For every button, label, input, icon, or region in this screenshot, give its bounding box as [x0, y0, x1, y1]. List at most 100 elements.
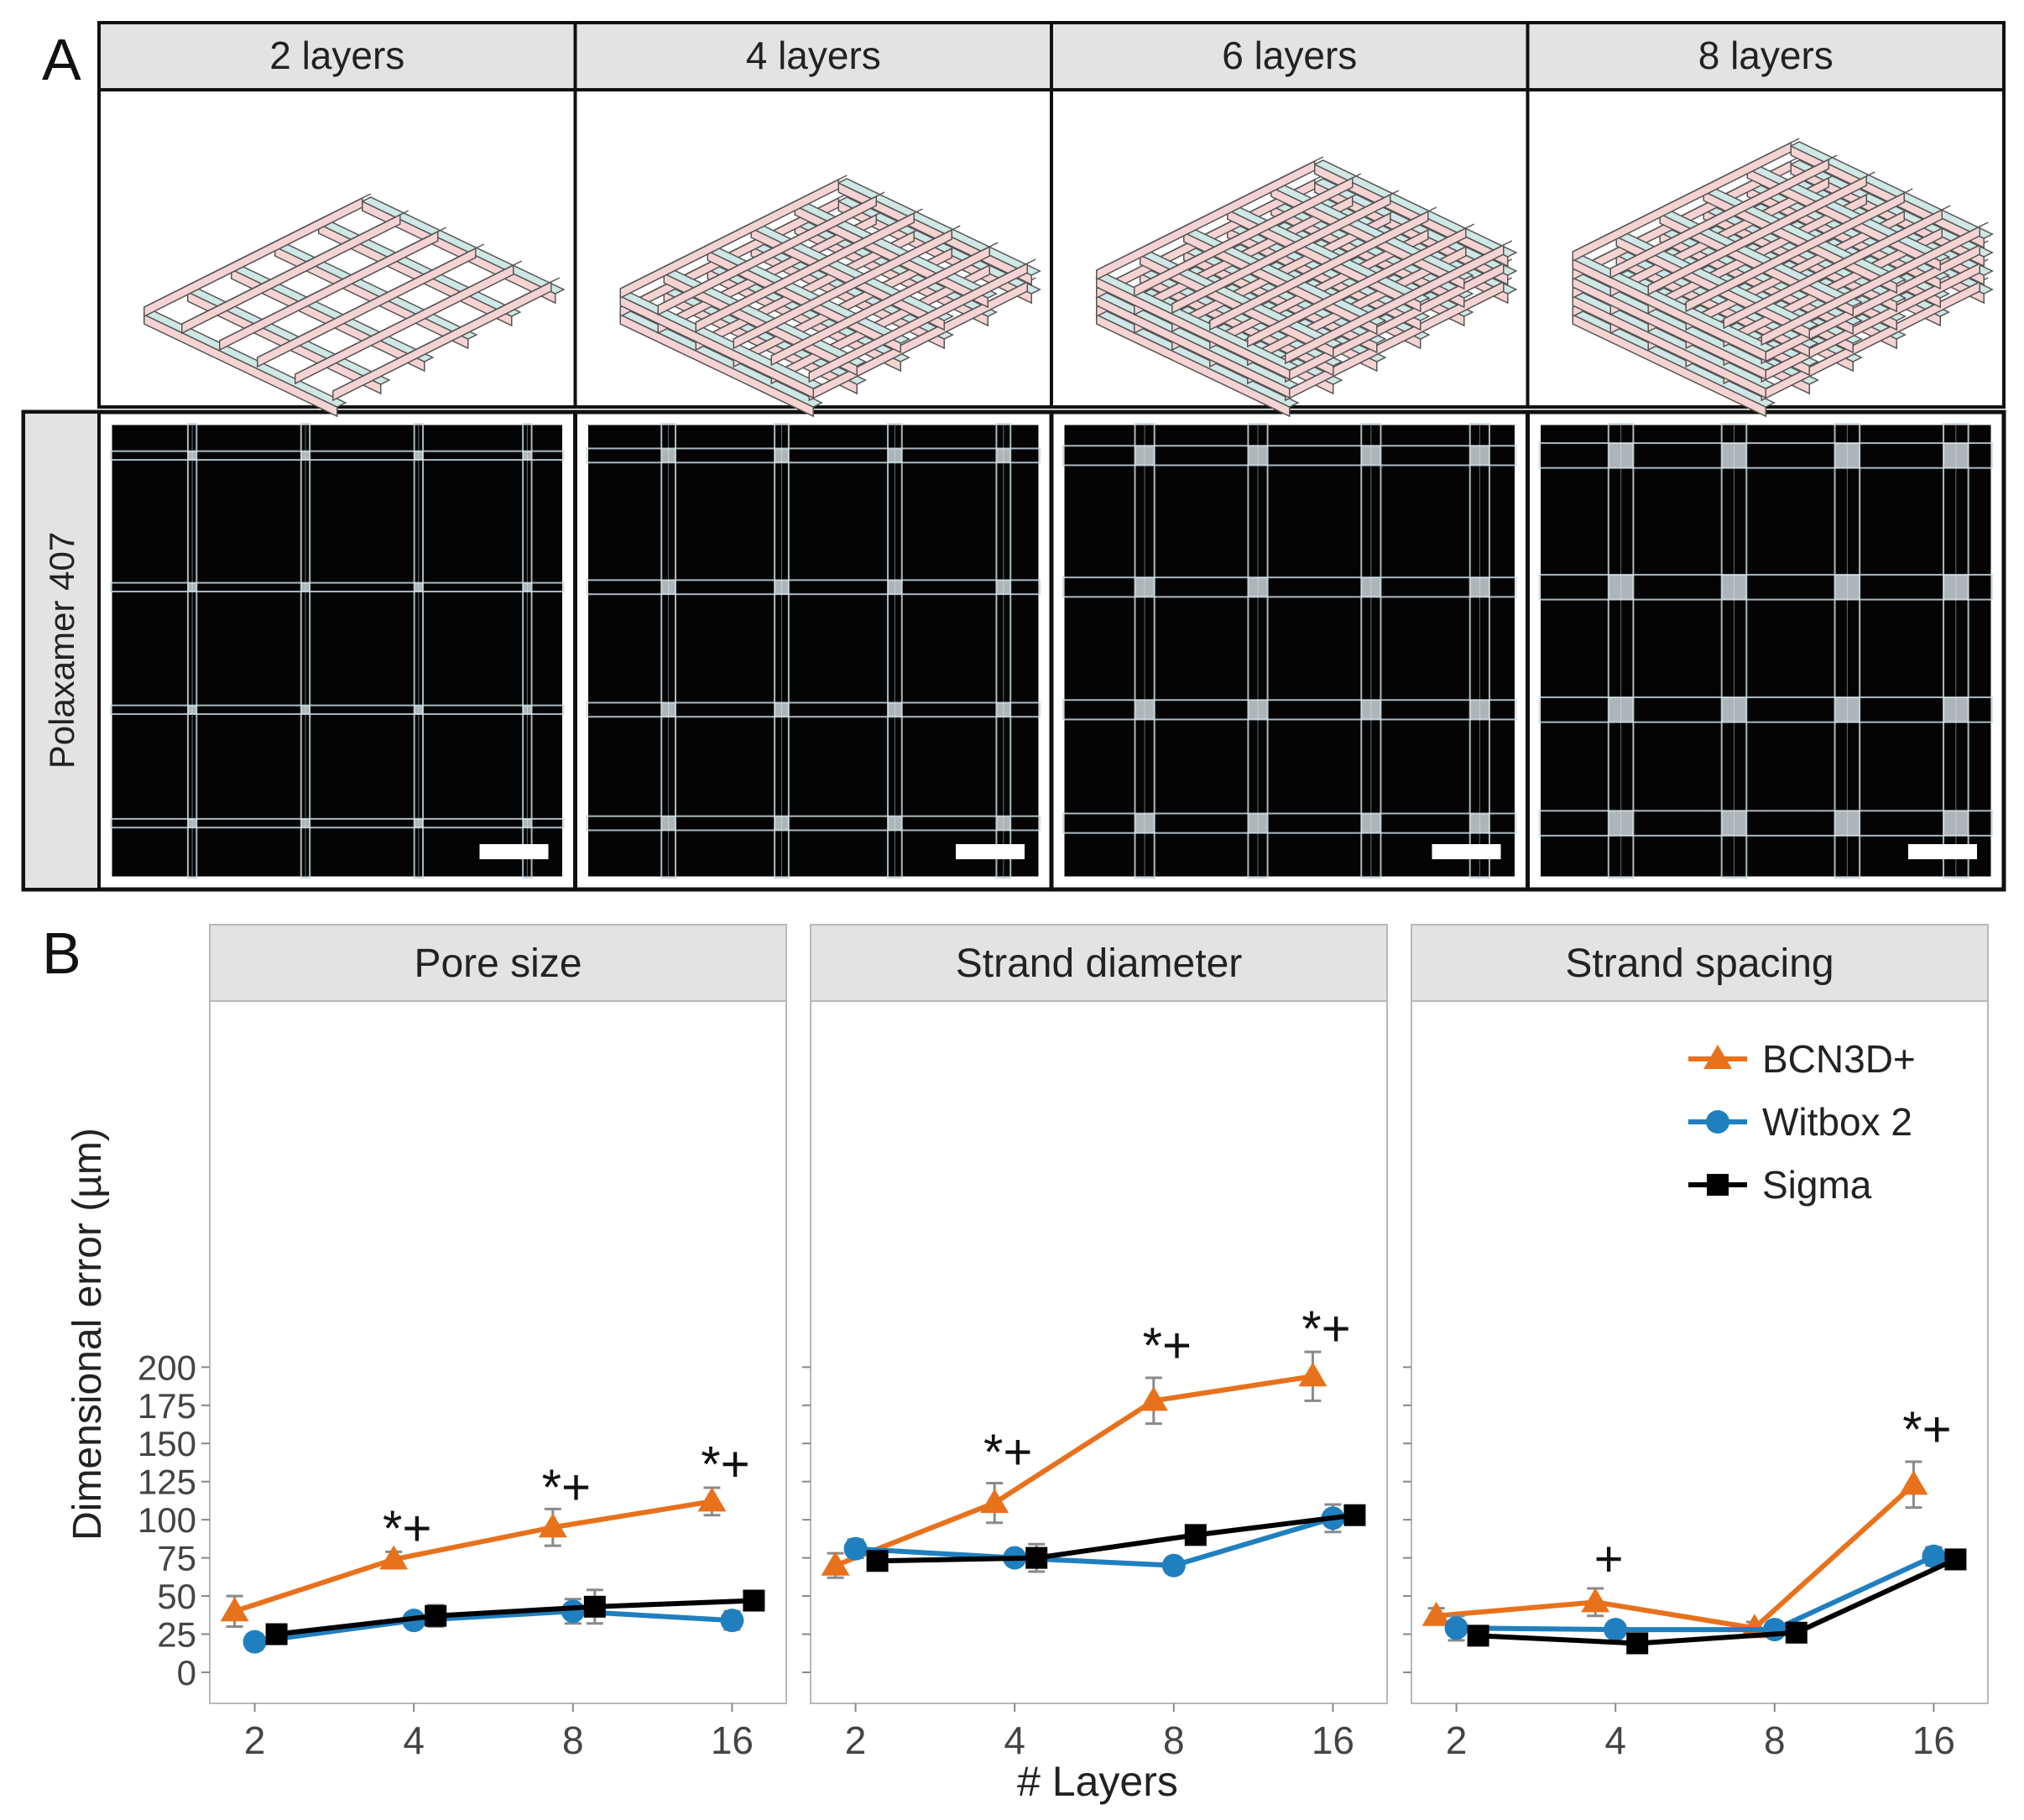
strand-top: [1209, 206, 1437, 321]
row-label: Polaxamer 407: [42, 532, 81, 769]
y-tick-label: 150: [138, 1424, 196, 1463]
data-point: [697, 1487, 727, 1512]
facet-strip: [1411, 924, 1989, 1002]
micrograph-junction: [1943, 697, 1969, 722]
data-point: [1762, 1618, 1787, 1642]
strand-top: [1723, 205, 1951, 320]
panel-a-columns: 2 layers 4 layers 6 layers 8 layers: [109, 23, 1994, 889]
strand-top: [181, 210, 409, 325]
micrograph-junction: [187, 705, 197, 715]
column-header-1: 2 layers: [269, 34, 404, 77]
strand-top: [695, 208, 923, 323]
x-tick-label: 4: [403, 1718, 425, 1762]
series-line: [254, 1609, 733, 1645]
significance-marker: *+: [983, 1424, 1032, 1480]
micrograph-strand: [1062, 576, 1517, 598]
micrograph-junction: [775, 580, 789, 595]
micrograph-junction: [1608, 811, 1634, 836]
data-point: [379, 1545, 409, 1570]
micrograph-junction: [1721, 574, 1747, 600]
micrograph-junction: [1361, 813, 1381, 833]
scaffold-schematic: [618, 175, 1041, 418]
data-point: [561, 1599, 585, 1624]
micrograph-junction: [187, 451, 197, 461]
micrograph-strand: [1062, 445, 1517, 467]
micrograph-junction: [1469, 446, 1489, 466]
strand-top: [1285, 240, 1513, 355]
micrograph-junction: [661, 580, 676, 595]
data-point: [1298, 1362, 1328, 1387]
series-line: [1478, 1557, 1957, 1646]
series-witbox-2: [243, 1598, 744, 1654]
micrograph-junction: [996, 702, 1011, 717]
micrograph-strand: [586, 701, 1041, 718]
micrograph-background: [586, 422, 1041, 879]
significance-marker: *+: [542, 1459, 591, 1515]
micrograph-junction: [1943, 574, 1969, 600]
data-point: [1467, 1624, 1489, 1647]
facet-title: Pore size: [414, 941, 582, 986]
micrograph-junction: [1135, 700, 1155, 720]
micrograph-junction: [1469, 577, 1489, 597]
micrograph-junction: [1248, 700, 1268, 720]
micrograph-junction: [1608, 443, 1634, 468]
data-point: [980, 1489, 1009, 1514]
y-tick-label: 25: [157, 1615, 196, 1655]
data-point: [425, 1604, 447, 1627]
data-point: [1444, 1616, 1468, 1640]
strand-top: [1134, 173, 1362, 288]
x-tick-label: 16: [1312, 1718, 1354, 1762]
micrograph-junction: [1135, 813, 1155, 833]
micrograph-junction: [1469, 813, 1489, 833]
strand-top: [1096, 156, 1324, 271]
micrograph-junction: [1135, 446, 1155, 466]
micrograph-junction: [1248, 577, 1268, 597]
facet-title: Strand diameter: [956, 941, 1243, 986]
scaffold-schematic: [1095, 156, 1518, 418]
data-point: [1626, 1632, 1649, 1655]
data-point: [1922, 1544, 1946, 1568]
micrograph-junction: [1135, 577, 1155, 597]
micrograph-junction: [414, 705, 424, 715]
micrograph-junction: [775, 702, 789, 717]
micrograph-junction: [996, 448, 1011, 463]
x-tick-label: 2: [244, 1718, 266, 1762]
micrograph-strand: [1538, 573, 1993, 601]
legend-key-marker: [1703, 1045, 1732, 1069]
data-point: [1161, 1553, 1186, 1578]
micrograph-junction: [1469, 700, 1489, 720]
micrograph-junction: [887, 580, 902, 595]
micrograph-junction: [1608, 697, 1634, 722]
x-tick-label: 8: [1764, 1718, 1786, 1762]
micrograph-junction: [300, 582, 310, 592]
micrograph-strand: [1062, 812, 1517, 834]
series-line: [834, 1374, 1313, 1568]
series-line: [233, 1499, 712, 1614]
data-point: [720, 1609, 744, 1633]
micrograph-junction: [1608, 574, 1634, 600]
micrograph-strand: [1538, 810, 1993, 837]
micrograph-junction: [887, 448, 902, 463]
strand-top: [1247, 223, 1475, 338]
x-tick-label: 4: [1604, 1718, 1626, 1762]
data-point: [243, 1630, 267, 1654]
strand-top: [219, 227, 447, 342]
significance-marker: *+: [1302, 1301, 1350, 1357]
data-point: [220, 1597, 249, 1622]
panel-a: A Polaxamer 407 2 layers 4 layers 6 layers…: [21, 21, 2006, 892]
x-tick-label: 2: [845, 1718, 867, 1762]
micrograph-strand: [586, 579, 1041, 596]
micrograph-junction: [300, 705, 310, 715]
micrograph-junction: [775, 816, 789, 831]
micrograph-junction: [661, 702, 676, 717]
micrograph: [109, 422, 565, 879]
scaffold-schematic: [143, 193, 566, 418]
series-line: [1436, 1483, 1916, 1631]
panel-a-label: A: [42, 27, 81, 92]
strand-top: [1171, 190, 1400, 305]
data-point: [1604, 1618, 1628, 1642]
x-tick-label: 16: [1912, 1718, 1955, 1762]
column-header-3: 6 layers: [1222, 34, 1357, 77]
